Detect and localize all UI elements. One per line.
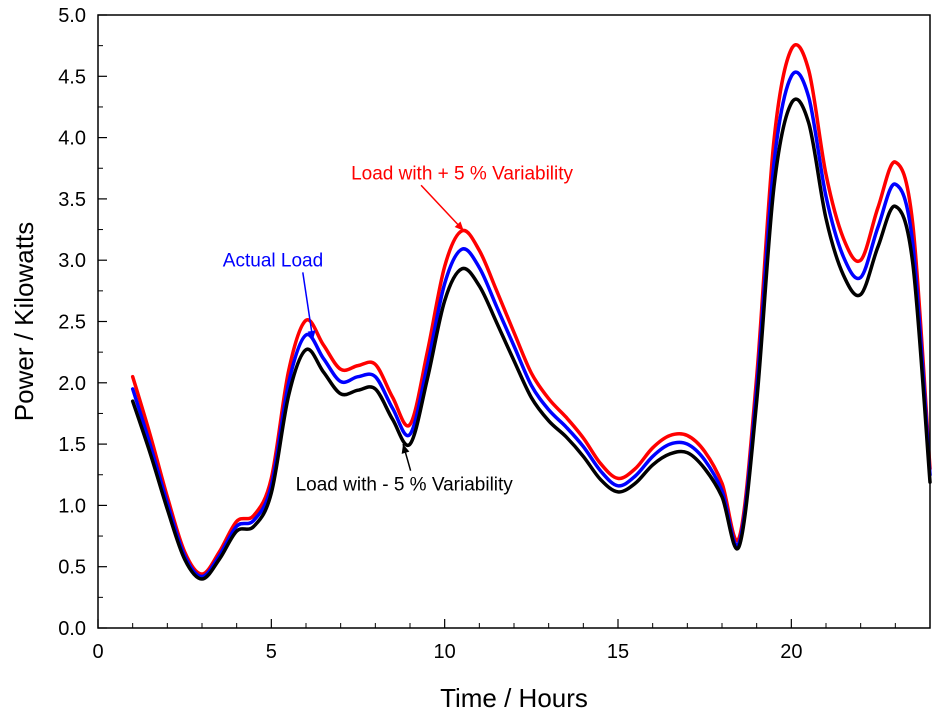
x-tick-label: 20 xyxy=(780,641,802,663)
annotation-label: Actual Load xyxy=(223,250,323,271)
y-tick-label: 2.5 xyxy=(58,312,86,334)
y-tick-label: 5.0 xyxy=(58,5,86,27)
y-tick-label: 4.0 xyxy=(58,128,86,150)
annotation-arrowhead xyxy=(307,330,316,340)
annotations: Load with + 5 % Variability Actual Load Lo… xyxy=(223,163,574,495)
y-tick-label: 1.0 xyxy=(58,495,86,517)
y-tick-label: 2.0 xyxy=(58,373,86,395)
annotation-arrowhead xyxy=(454,221,464,231)
x-tick-label: 0 xyxy=(92,641,103,663)
axis-ticks: 0 5 10 15 20 0.0 0.5 1.0 1.5 2.0 2.5 3.0 3.5 4.0 4.5 5.… xyxy=(58,5,931,663)
series-line-2 xyxy=(130,97,932,581)
series-line-1 xyxy=(130,70,932,579)
y-tick-label: 0.0 xyxy=(58,618,86,640)
plot-frame xyxy=(97,14,931,629)
annotation-arrowhead xyxy=(401,444,410,454)
y-tick-label: 1.5 xyxy=(58,434,86,456)
y-axis-title: Power / Kilowatts xyxy=(9,222,39,421)
annotation-arrow xyxy=(420,184,465,232)
series-lines xyxy=(130,42,932,581)
annotation-arrow xyxy=(302,272,314,341)
x-tick-label: 5 xyxy=(266,641,277,663)
x-tick-label: 10 xyxy=(434,641,456,663)
annotation-label: Load with - 5 % Variability xyxy=(296,475,514,496)
y-tick-label: 3.5 xyxy=(58,189,86,211)
x-tick-label: 15 xyxy=(607,641,629,663)
y-tick-label: 0.5 xyxy=(58,557,86,579)
x-axis-title: Time / Hours xyxy=(440,683,588,713)
annotation-label: Load with + 5 % Variability xyxy=(351,163,573,184)
y-tick-label: 4.5 xyxy=(58,66,86,88)
y-tick-label: 3.0 xyxy=(58,250,86,272)
